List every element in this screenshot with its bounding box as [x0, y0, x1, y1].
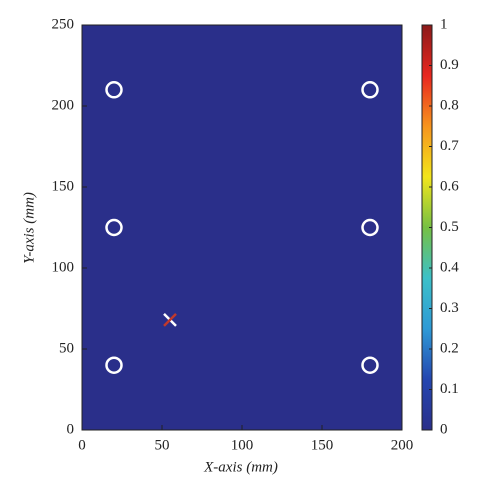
x-tick-label: 150 — [311, 437, 334, 453]
colorbar-tick-label: 0.9 — [440, 57, 459, 73]
y-tick-label: 100 — [52, 259, 75, 275]
colorbar-tick-label: 0.6 — [440, 178, 459, 194]
y-tick-label: 200 — [52, 97, 75, 113]
x-tick-label: 50 — [155, 437, 170, 453]
y-tick-label: 250 — [52, 16, 75, 32]
heat-cell — [82, 25, 402, 430]
colorbar-tick-label: 0.2 — [440, 340, 459, 356]
sensor-marker — [105, 81, 123, 99]
colorbar-tick-label: 0.5 — [440, 219, 459, 235]
sensor-marker — [105, 356, 123, 374]
y-tick-label: 0 — [67, 421, 75, 437]
y-tick-label: 150 — [52, 178, 75, 194]
y-axis-label: Y-axis (mm) — [21, 192, 37, 264]
colorbar-tick-label: 0.1 — [440, 381, 459, 397]
x-tick-label: 0 — [78, 437, 86, 453]
sensor-marker — [361, 81, 379, 99]
x-axis-label: X-axis (mm) — [203, 459, 278, 475]
colorbar-tick-label: 0 — [440, 421, 448, 437]
x-tick-label: 100 — [231, 437, 254, 453]
sensor-marker — [105, 218, 123, 237]
colorbar-tick-label: 1 — [440, 16, 448, 32]
source-marker — [163, 312, 177, 327]
colorbar-tick-label: 0.7 — [440, 138, 459, 154]
sensor-marker — [361, 356, 379, 374]
sensor-marker — [361, 218, 379, 237]
colorbar-tick-label: 0.3 — [440, 300, 459, 316]
colorbar-tick-label: 0.4 — [440, 259, 459, 275]
cross-stroke — [163, 312, 177, 327]
x-tick-label: 200 — [391, 437, 414, 453]
y-tick-label: 50 — [59, 340, 74, 356]
colorbar-tick-label: 0.8 — [440, 97, 459, 113]
